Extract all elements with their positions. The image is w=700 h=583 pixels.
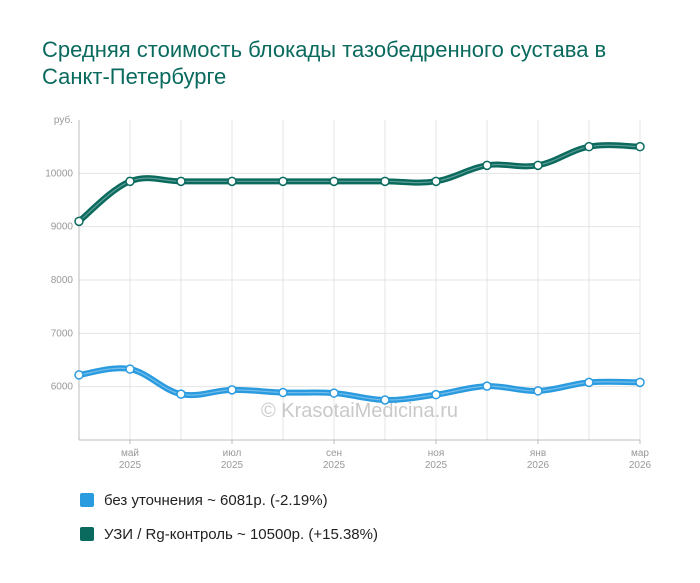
y-tick-label: 9000 xyxy=(51,222,74,233)
data-point[interactable] xyxy=(227,385,237,395)
legend-item-ultrasound-control[interactable]: УЗИ / Rg-контроль ~ 10500р. (+15.38%) xyxy=(80,524,378,544)
data-point[interactable] xyxy=(635,141,645,152)
x-tick-label-year: 2026 xyxy=(629,460,652,471)
series-ultrasound-control xyxy=(74,141,645,227)
x-tick-label-month: янв xyxy=(530,448,546,459)
data-point[interactable] xyxy=(176,176,186,187)
x-tick-label-month: май xyxy=(121,448,139,459)
data-point[interactable] xyxy=(74,370,84,380)
data-point[interactable] xyxy=(431,389,441,400)
x-tick-label-year: 2025 xyxy=(221,460,244,471)
legend-swatch xyxy=(80,527,94,541)
data-point[interactable] xyxy=(227,176,237,187)
data-point[interactable] xyxy=(482,160,492,171)
x-tick-label-month: сен xyxy=(326,448,342,459)
y-tick-label: 7000 xyxy=(51,328,74,339)
data-point[interactable] xyxy=(380,176,390,187)
data-point[interactable] xyxy=(584,377,594,388)
y-tick-label: 10000 xyxy=(45,168,73,179)
chart-title: Средняя стоимость блокады тазобедренного… xyxy=(42,37,607,89)
data-point[interactable] xyxy=(125,176,135,187)
legend-swatch xyxy=(80,493,94,507)
data-point[interactable] xyxy=(278,176,288,187)
y-tick-label: 8000 xyxy=(51,275,74,286)
y-tick-label: 6000 xyxy=(51,382,74,393)
series-no-clarification xyxy=(74,364,645,405)
data-point[interactable] xyxy=(329,176,339,187)
data-point[interactable] xyxy=(431,176,441,187)
x-tick-label-year: 2025 xyxy=(323,460,346,471)
x-tick-label-month: июл xyxy=(223,448,242,459)
legend-label: УЗИ / Rg-контроль ~ 10500р. (+15.38%) xyxy=(104,525,378,543)
legend-item-no-clarification[interactable]: без уточнения ~ 6081р. (-2.19%) xyxy=(80,490,378,510)
data-point[interactable] xyxy=(482,381,492,391)
data-point[interactable] xyxy=(74,216,84,227)
data-point[interactable] xyxy=(380,395,390,405)
data-point[interactable] xyxy=(533,160,543,171)
data-point[interactable] xyxy=(533,386,543,396)
legend-label: без уточнения ~ 6081р. (-2.19%) xyxy=(104,491,328,509)
data-point[interactable] xyxy=(278,387,288,398)
x-tick-label-year: 2025 xyxy=(425,460,448,471)
data-point[interactable] xyxy=(176,389,186,399)
x-tick-label-month: мар xyxy=(631,448,649,459)
x-tick-label-month: ноя xyxy=(428,448,445,459)
y-axis-unit-label: руб. xyxy=(54,114,73,126)
series-line xyxy=(76,142,643,225)
legend: без уточнения ~ 6081р. (-2.19%) УЗИ / Rg… xyxy=(80,490,378,558)
data-point[interactable] xyxy=(125,364,135,374)
watermark: © KrasotaiMedicina.ru xyxy=(261,400,458,422)
data-point[interactable] xyxy=(635,377,645,388)
x-tick-label-year: 2026 xyxy=(527,460,550,471)
x-tick-label-year: 2025 xyxy=(119,460,142,471)
data-point[interactable] xyxy=(329,388,339,398)
data-point[interactable] xyxy=(584,141,594,152)
series-line xyxy=(76,365,643,404)
